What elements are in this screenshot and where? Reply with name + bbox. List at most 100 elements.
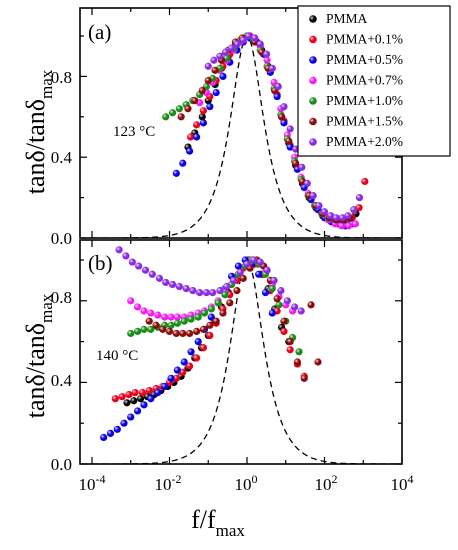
panel-b-point-highlight	[250, 256, 258, 264]
x-axis-title: f/fmax	[191, 505, 245, 540]
panel-b-temperature: 140 °C	[96, 348, 138, 364]
legend-marker-highlight	[309, 138, 317, 146]
panel-b-point-highlight	[209, 289, 217, 297]
panel-b-point-highlight	[185, 362, 194, 370]
panel-b-point-highlight	[138, 389, 147, 397]
panel-b-point-highlight	[167, 374, 175, 382]
panel-a-point-highlight	[285, 137, 293, 145]
panel-b-points	[100, 246, 322, 442]
panel-b-point-highlight	[212, 317, 220, 325]
panel-b-frame	[79, 239, 403, 465]
panel-b-point-highlight	[180, 358, 188, 366]
panel-b-point-highlight	[187, 315, 195, 323]
panel-b-point-highlight	[145, 317, 153, 325]
panel-a-point-highlight	[286, 125, 294, 133]
panel-b-point-highlight	[165, 327, 174, 335]
panel-b-point-highlight	[293, 358, 302, 366]
panel-b-point-highlight	[229, 276, 238, 284]
panel-b-point-highlight	[263, 266, 271, 274]
panel-a-point-highlight	[338, 214, 347, 222]
panel-b-point-highlight	[148, 270, 156, 278]
panel-b-point-highlight	[140, 325, 148, 333]
panel-a-point-highlight	[204, 76, 212, 85]
panel-a-point-highlight	[315, 202, 323, 210]
panel-a-point-highlight	[198, 113, 206, 121]
panel-b-point-highlight	[162, 278, 170, 287]
panel-b-point-highlight	[152, 321, 160, 329]
panel-a-point-highlight	[172, 169, 180, 177]
panel-b-point-highlight	[133, 303, 142, 311]
panel-a-point-highlight	[216, 52, 224, 60]
panel-b-point-highlight	[185, 329, 194, 338]
panel-b-point-highlight	[196, 289, 204, 297]
legend: PMMA PMMA+0.1% PMMA+0.5% PMMA+0.7% PMMA+1.0%…	[297, 5, 451, 157]
panel-b-point-highlight	[268, 284, 276, 293]
panel-b-point-highlight	[127, 297, 135, 305]
panel-b-point-highlight	[106, 429, 115, 437]
panel-a-point-highlight	[199, 119, 208, 127]
panel-b-point-highlight	[128, 258, 136, 266]
panel-a-point-highlight	[280, 119, 288, 127]
panel-a-point-highlight	[361, 177, 369, 186]
panel-a-point-highlight	[212, 88, 220, 97]
panel-b-point-highlight	[207, 313, 215, 321]
panel-b-point-highlight	[154, 311, 162, 319]
panel-b-point-highlight	[233, 287, 241, 295]
legend-entry: PMMA+0.7%	[326, 73, 403, 88]
panel-a-point-highlight	[309, 191, 317, 200]
panel-b-point-highlight	[145, 386, 153, 395]
panel-b-point-highlight	[268, 309, 276, 317]
panel-a-point-highlight	[184, 105, 192, 113]
panel-a-point-highlight	[277, 113, 286, 121]
panel-a-point-highlight	[219, 72, 227, 80]
panel-a-point-highlight	[175, 105, 183, 113]
panel-b-point-highlight	[270, 276, 278, 284]
panel-b-point-highlight	[173, 319, 182, 327]
panel-b-point-highlight	[182, 284, 190, 293]
panel-a-point-highlight	[320, 208, 329, 216]
panel-a-point-highlight	[345, 222, 353, 230]
panel-b-point-highlight	[113, 425, 121, 433]
panel-a-point-highlight	[298, 163, 306, 171]
panel-a-point-highlight	[286, 143, 294, 151]
legend-entry: PMMA	[326, 11, 368, 26]
panel-b-point-highlight	[147, 309, 155, 317]
panel-b-point-highlight	[277, 287, 285, 295]
panel-a-point-highlight	[338, 222, 346, 230]
svg-text:tanδ/tanδmax: tanδ/tanδmax	[21, 69, 56, 194]
panel-b-point-highlight	[194, 313, 202, 321]
panel-a-point-highlight	[268, 64, 276, 72]
panel-b-point-highlight	[173, 313, 182, 321]
panel-b-point-highlight	[219, 309, 227, 317]
panel-b-point-highlight	[131, 389, 139, 397]
panel-b-point-highlight	[273, 295, 281, 303]
panel-b-point-highlight	[226, 299, 234, 307]
panel-b-point-highlight	[159, 325, 167, 333]
panel-a-point-highlight	[239, 36, 247, 44]
panel-a-point-highlight	[192, 133, 201, 141]
panel-b-point-highlight	[216, 287, 224, 295]
panel-a-point-highlight	[245, 32, 253, 40]
xtick-1e4: 104	[391, 472, 414, 494]
panel-b-label: (b)	[88, 251, 113, 275]
panel-b-point-highlight	[161, 313, 169, 321]
panel-b-point-highlight	[130, 397, 138, 405]
panel-b-point-highlight	[140, 307, 148, 315]
panel-b-point-highlight	[140, 401, 148, 409]
legend-marker-highlight	[309, 15, 317, 23]
panel-a-point-highlight	[280, 103, 288, 111]
panel-b-point-highlight	[200, 309, 209, 317]
panel-a-point-highlight	[233, 40, 241, 48]
panel-b-point-highlight	[206, 331, 214, 340]
panel-b-point-highlight	[137, 395, 145, 403]
panel-a-ytick-0.8: 0.8	[51, 68, 72, 87]
panel-b-point-highlight	[192, 354, 201, 362]
panel-b-point-highlight	[307, 301, 315, 309]
panel-b-point-highlight	[122, 252, 130, 260]
panel-b-point-highlight	[120, 419, 128, 427]
panel-b-point-highlight	[214, 299, 222, 307]
panel-b-point-highlight	[255, 270, 263, 278]
panel-a-point-highlight	[198, 86, 206, 95]
panel-b-point-highlight	[280, 317, 288, 325]
panel-b-reference-curve	[92, 259, 402, 464]
